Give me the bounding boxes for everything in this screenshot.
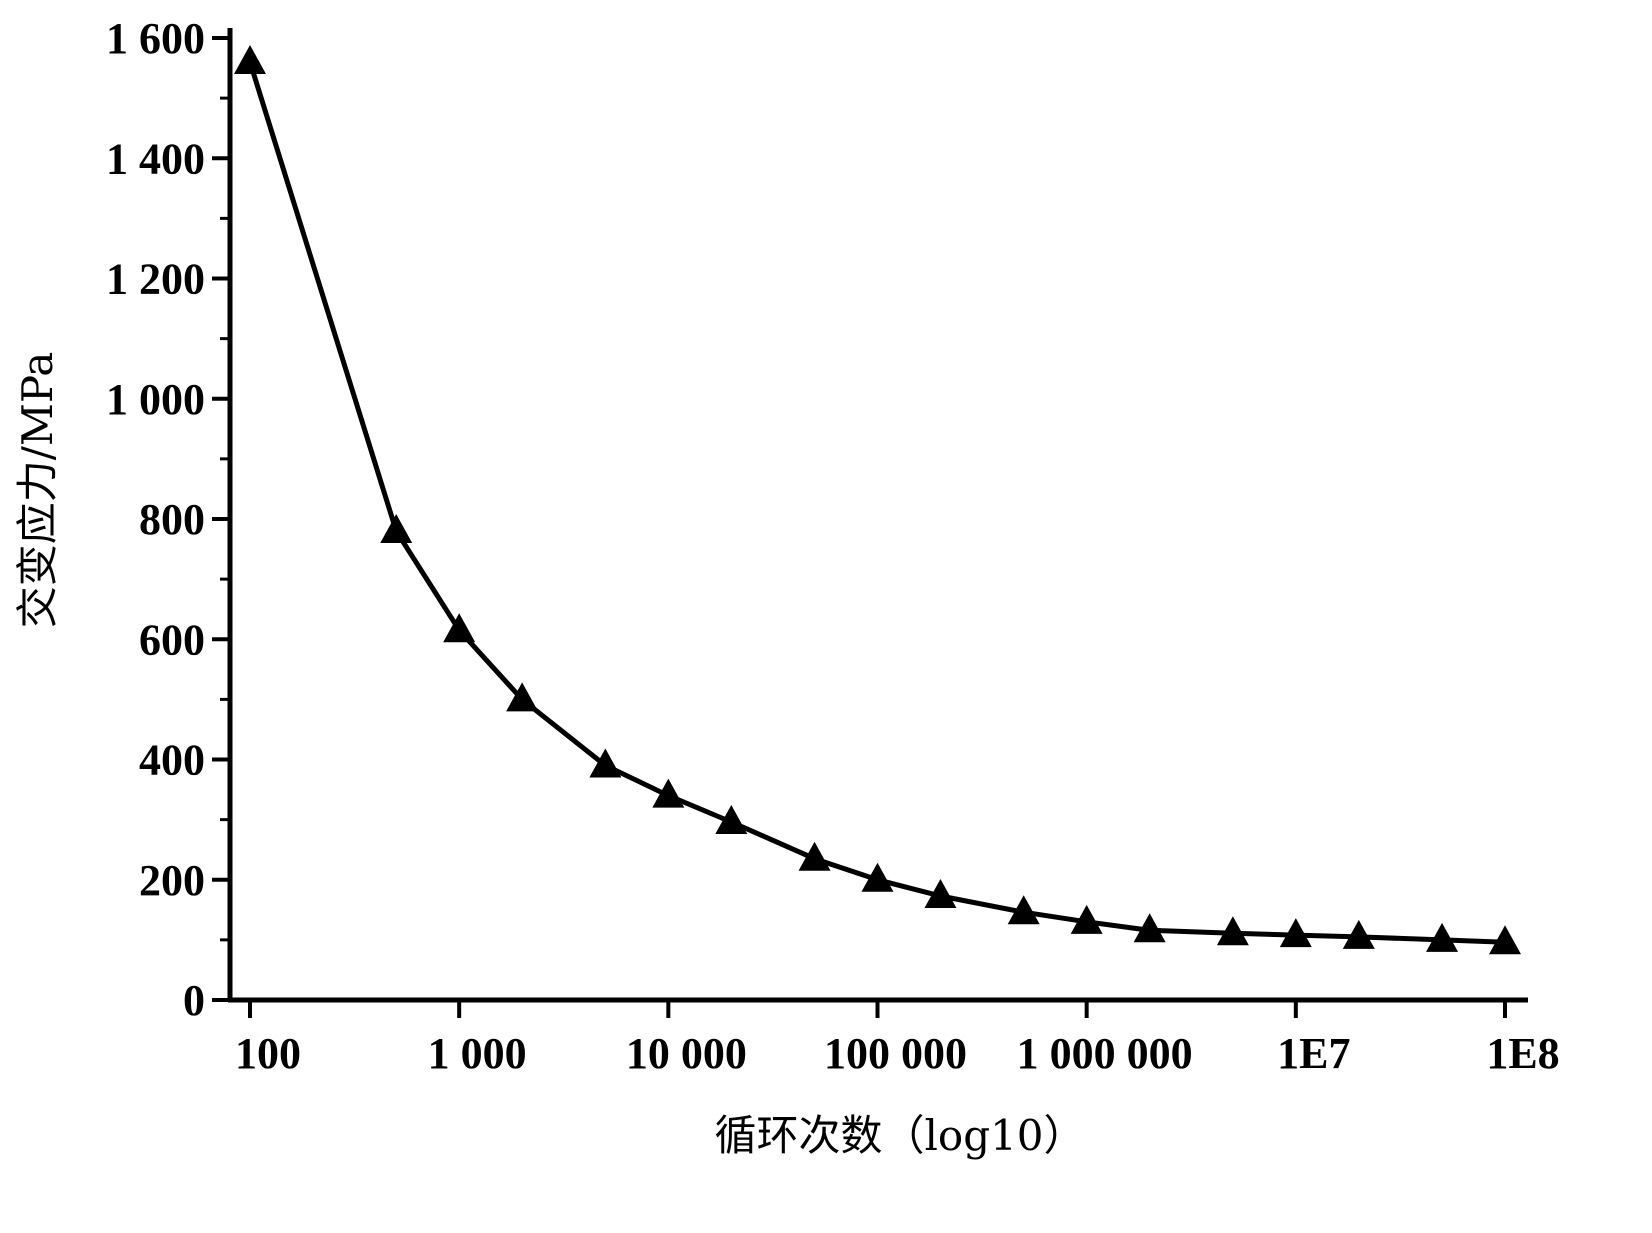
x-tick-label: 1 000 bbox=[428, 1029, 527, 1078]
data-point-triangle bbox=[1279, 918, 1312, 948]
y-tick-label: 600 bbox=[139, 615, 205, 664]
axes bbox=[227, 28, 1528, 1003]
data-point-triangle bbox=[652, 778, 685, 808]
x-axis-label: 循环次数（log10） bbox=[714, 1111, 1085, 1160]
y-tick-label: 0 bbox=[183, 976, 205, 1025]
data-point-triangle bbox=[443, 613, 476, 643]
y-tick-label: 1 200 bbox=[106, 255, 205, 304]
data-point-triangle bbox=[1342, 919, 1375, 949]
y-tick-label: 1 400 bbox=[106, 134, 205, 183]
data-point-triangle bbox=[234, 45, 266, 75]
x-tick-label: 1E8 bbox=[1486, 1029, 1559, 1078]
data-point-triangle bbox=[1133, 913, 1166, 943]
data-point-triangle bbox=[715, 805, 748, 835]
x-tick-label: 1 000 000 bbox=[1017, 1029, 1193, 1078]
data-point-triangle bbox=[506, 682, 539, 712]
y-tick-label: 400 bbox=[139, 736, 205, 785]
y-tick-label: 1 000 bbox=[106, 375, 205, 424]
series-line bbox=[247, 61, 1506, 945]
y-tick-label: 200 bbox=[139, 856, 205, 905]
data-point-triangle bbox=[1426, 922, 1459, 952]
data-point-triangle bbox=[924, 878, 957, 908]
data-point-triangle bbox=[798, 841, 831, 871]
data-point-triangle bbox=[1216, 916, 1249, 946]
x-tick-label: 100 bbox=[235, 1029, 301, 1078]
y-axis-label: 交变应力/MPa bbox=[13, 352, 62, 629]
data-point-triangle bbox=[1489, 925, 1521, 955]
data-point-triangle bbox=[589, 748, 622, 778]
series-markers bbox=[234, 45, 1521, 955]
x-tick-label: 10 000 bbox=[626, 1029, 747, 1078]
x-ticks: 100 1 000 10 000 100 000 1 000 000 1E7 1E8 bbox=[235, 1000, 1560, 1078]
y-tick-label: 1 600 bbox=[106, 14, 205, 63]
x-tick-label: 1E7 bbox=[1277, 1029, 1350, 1078]
data-point-triangle bbox=[380, 514, 413, 544]
x-tick-label: 100 000 bbox=[824, 1029, 967, 1078]
data-point-triangle bbox=[861, 862, 894, 892]
data-point-triangle bbox=[1007, 895, 1040, 925]
y-ticks: 0 200 400 600 800 1 000 1 200 1 400 1 600 bbox=[106, 14, 230, 1025]
data-point-triangle bbox=[1070, 904, 1103, 934]
y-tick-label: 800 bbox=[139, 495, 205, 544]
